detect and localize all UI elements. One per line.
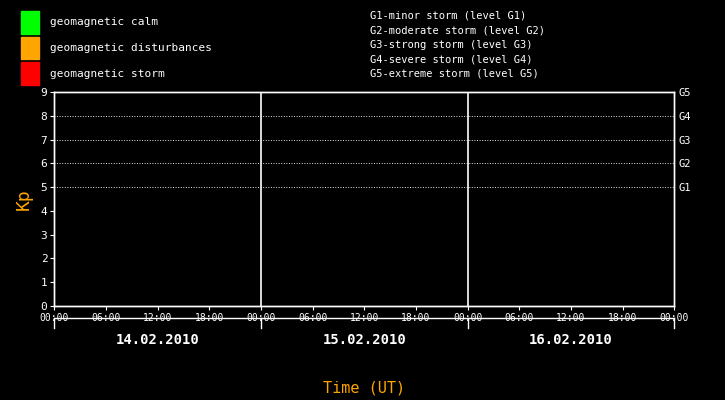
Text: Time (UT): Time (UT) — [323, 380, 405, 395]
Bar — [22, 62, 39, 85]
Text: G2-moderate storm (level G2): G2-moderate storm (level G2) — [370, 25, 544, 35]
Text: G5-extreme storm (level G5): G5-extreme storm (level G5) — [370, 69, 539, 78]
Text: geomagnetic storm: geomagnetic storm — [50, 69, 165, 78]
Text: 15.02.2010: 15.02.2010 — [323, 333, 406, 347]
Text: geomagnetic calm: geomagnetic calm — [50, 17, 158, 27]
Text: G1-minor storm (level G1): G1-minor storm (level G1) — [370, 11, 526, 21]
Text: G4-severe storm (level G4): G4-severe storm (level G4) — [370, 54, 532, 64]
Text: G3-strong storm (level G3): G3-strong storm (level G3) — [370, 40, 532, 50]
Text: 16.02.2010: 16.02.2010 — [529, 333, 613, 347]
Y-axis label: Kp: Kp — [14, 188, 33, 210]
Text: geomagnetic disturbances: geomagnetic disturbances — [50, 43, 212, 53]
Bar — [22, 11, 39, 34]
Text: 14.02.2010: 14.02.2010 — [116, 333, 199, 347]
Bar — [22, 37, 39, 59]
